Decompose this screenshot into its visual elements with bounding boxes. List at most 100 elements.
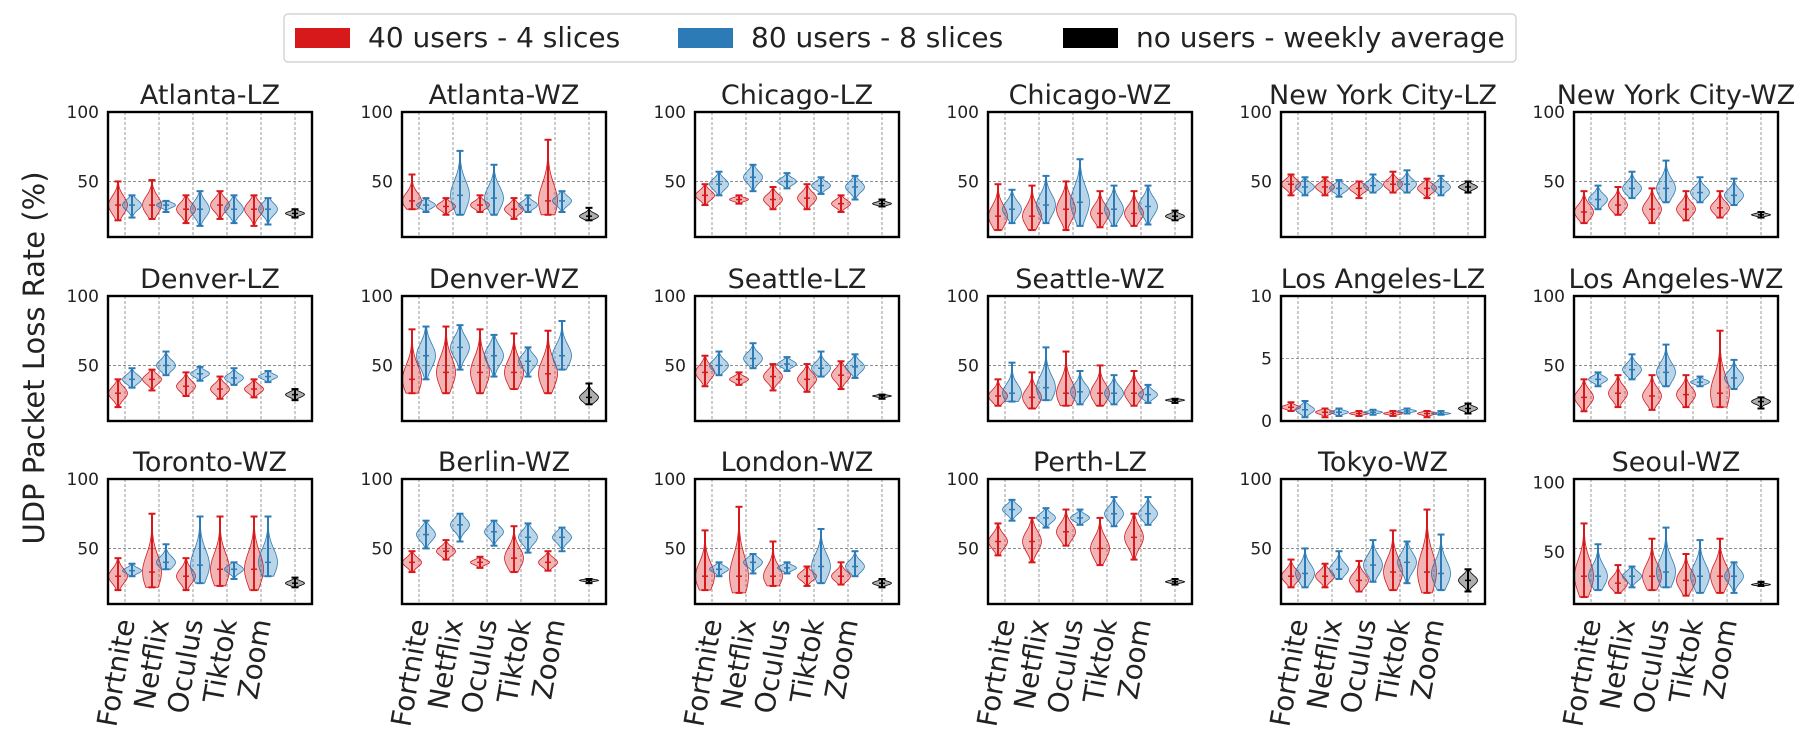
legend-frame xyxy=(283,13,1517,63)
panel-tokyo-wz: 50100Tokyo-WZFortniteNetflixOculusTiktok… xyxy=(1240,447,1487,729)
panel-frame xyxy=(1279,477,1487,606)
panel-frame xyxy=(1279,110,1487,239)
y-tick-label: 100 xyxy=(1533,474,1565,494)
y-tick-label: 100 xyxy=(67,470,99,490)
panel-frame xyxy=(106,477,314,606)
panel-chicago-lz: 50 100 Chicago-LZ xyxy=(654,80,901,239)
y-tick-label: 50 xyxy=(77,357,99,377)
panel-los-angeles-lz: 0 5 10 Los Angeles-LZ xyxy=(1250,264,1487,432)
panel-frame xyxy=(106,294,314,423)
panel-frame xyxy=(400,477,608,606)
y-tick-label: 50 xyxy=(664,540,686,560)
y-tick-label: 50 xyxy=(1543,543,1565,563)
panel-title: Denver-WZ xyxy=(429,264,579,295)
y-tick-label: 50 xyxy=(371,357,393,377)
y-tick-label: 50 xyxy=(1250,173,1272,193)
y-axis-label: UDP Packet Loss Rate (%) xyxy=(17,171,51,544)
panel-title: Perth-LZ xyxy=(1033,447,1147,478)
panel-title: Seattle-WZ xyxy=(1015,264,1164,295)
y-tick-label: 50 xyxy=(664,173,686,193)
legend-label-black: no users - weekly average xyxy=(1136,21,1505,54)
panel-frame xyxy=(986,477,1194,606)
panel-atlanta-lz: 50 100 Atlanta-LZ xyxy=(67,80,314,239)
legend: 40 users - 4 slices 80 users - 8 slices no… xyxy=(283,13,1517,63)
y-tick-label: 100 xyxy=(654,470,686,490)
panel-seattle-lz: 50 100 Seattle-LZ xyxy=(654,264,901,423)
panel-frame xyxy=(400,294,608,423)
panel-frame xyxy=(1572,477,1780,606)
y-tick-label: 100 xyxy=(947,470,979,490)
panel-denver-lz: 50 100 Denver-LZ xyxy=(67,264,314,423)
panel-title: Seoul-WZ xyxy=(1612,447,1741,478)
legend-swatch-red xyxy=(295,28,350,48)
panel-frame xyxy=(106,110,314,239)
y-tick-label: 100 xyxy=(1533,103,1565,123)
panel-title: Toronto-WZ xyxy=(132,447,287,478)
panel-frame xyxy=(693,477,901,606)
panel-title: New York City-WZ xyxy=(1557,80,1796,111)
y-tick-label: 0 xyxy=(1261,412,1272,432)
panel-title: Berlin-WZ xyxy=(438,447,570,478)
panel-frame xyxy=(1572,294,1780,423)
panel-title: Los Angeles-LZ xyxy=(1281,264,1486,295)
panel-frame xyxy=(986,294,1194,423)
panel-london-wz: 50100London-WZFortniteNetflixOculusTikto… xyxy=(654,447,901,729)
y-tick-label: 100 xyxy=(67,287,99,307)
panels: 50100Atlanta-LZ50100Atlanta-WZ50100Chica… xyxy=(67,80,1796,729)
panel-title: Atlanta-LZ xyxy=(140,80,280,111)
y-tick-label: 50 xyxy=(77,540,99,560)
y-tick-label: 100 xyxy=(1240,103,1272,123)
y-tick-label: 100 xyxy=(1240,470,1272,490)
panel-title: Atlanta-WZ xyxy=(429,80,580,111)
y-tick-label: 100 xyxy=(947,103,979,123)
panel-frame xyxy=(1279,294,1487,423)
panel-seattle-wz: 50 100 Seattle-WZ xyxy=(947,264,1194,423)
panel-title: Los Angeles-WZ xyxy=(1568,264,1783,295)
panel-title: New York City-LZ xyxy=(1269,80,1497,111)
panel-title: Seattle-LZ xyxy=(728,264,867,295)
panel-title: Chicago-WZ xyxy=(1009,80,1172,111)
y-tick-label: 50 xyxy=(77,173,99,193)
y-tick-label: 100 xyxy=(67,103,99,123)
panel-seoul-wz: 50100Seoul-WZFortniteNetflixOculusTiktok… xyxy=(1533,447,1780,729)
panel-frame xyxy=(1572,110,1780,239)
y-tick-label: 50 xyxy=(1250,540,1272,560)
panel-frame xyxy=(986,110,1194,239)
legend-label-blue: 80 users - 8 slices xyxy=(751,21,1003,54)
panel-frame xyxy=(693,110,901,239)
panel-berlin-wz: 50100Berlin-WZFortniteNetflixOculusTikto… xyxy=(361,447,608,729)
y-tick-label: 100 xyxy=(654,287,686,307)
y-tick-label: 50 xyxy=(957,357,979,377)
panel-frame xyxy=(693,294,901,423)
y-tick-label: 100 xyxy=(1533,287,1565,307)
legend-swatch-blue xyxy=(678,28,733,48)
panel-denver-wz: 50 100 Denver-WZ xyxy=(361,264,608,423)
panel-frame xyxy=(400,110,608,239)
panel-title: Tokyo-WZ xyxy=(1317,447,1448,478)
panel-title: London-WZ xyxy=(721,447,874,478)
y-tick-label: 50 xyxy=(1543,173,1565,193)
y-tick-label: 50 xyxy=(957,173,979,193)
legend-label-red: 40 users - 4 slices xyxy=(368,21,620,54)
y-tick-label: 10 xyxy=(1250,287,1272,307)
y-tick-label: 50 xyxy=(664,357,686,377)
y-tick-label: 100 xyxy=(654,103,686,123)
panel-toronto-wz: 50100Toronto-WZFortniteNetflixOculusTikt… xyxy=(67,447,314,729)
y-tick-label: 50 xyxy=(371,540,393,560)
y-tick-label: 100 xyxy=(361,470,393,490)
legend-swatch-black xyxy=(1063,28,1118,48)
y-tick-label: 50 xyxy=(1543,357,1565,377)
panel-title: Denver-LZ xyxy=(140,264,280,295)
y-tick-label: 100 xyxy=(361,287,393,307)
y-tick-label: 50 xyxy=(957,540,979,560)
y-tick-label: 100 xyxy=(361,103,393,123)
y-tick-label: 5 xyxy=(1261,350,1272,370)
panel-perth-lz: 50100Perth-LZFortniteNetflixOculusTiktok… xyxy=(947,447,1194,729)
y-tick-label: 100 xyxy=(947,287,979,307)
panel-chicago-wz: 50 100 Chicago-WZ xyxy=(947,80,1194,239)
